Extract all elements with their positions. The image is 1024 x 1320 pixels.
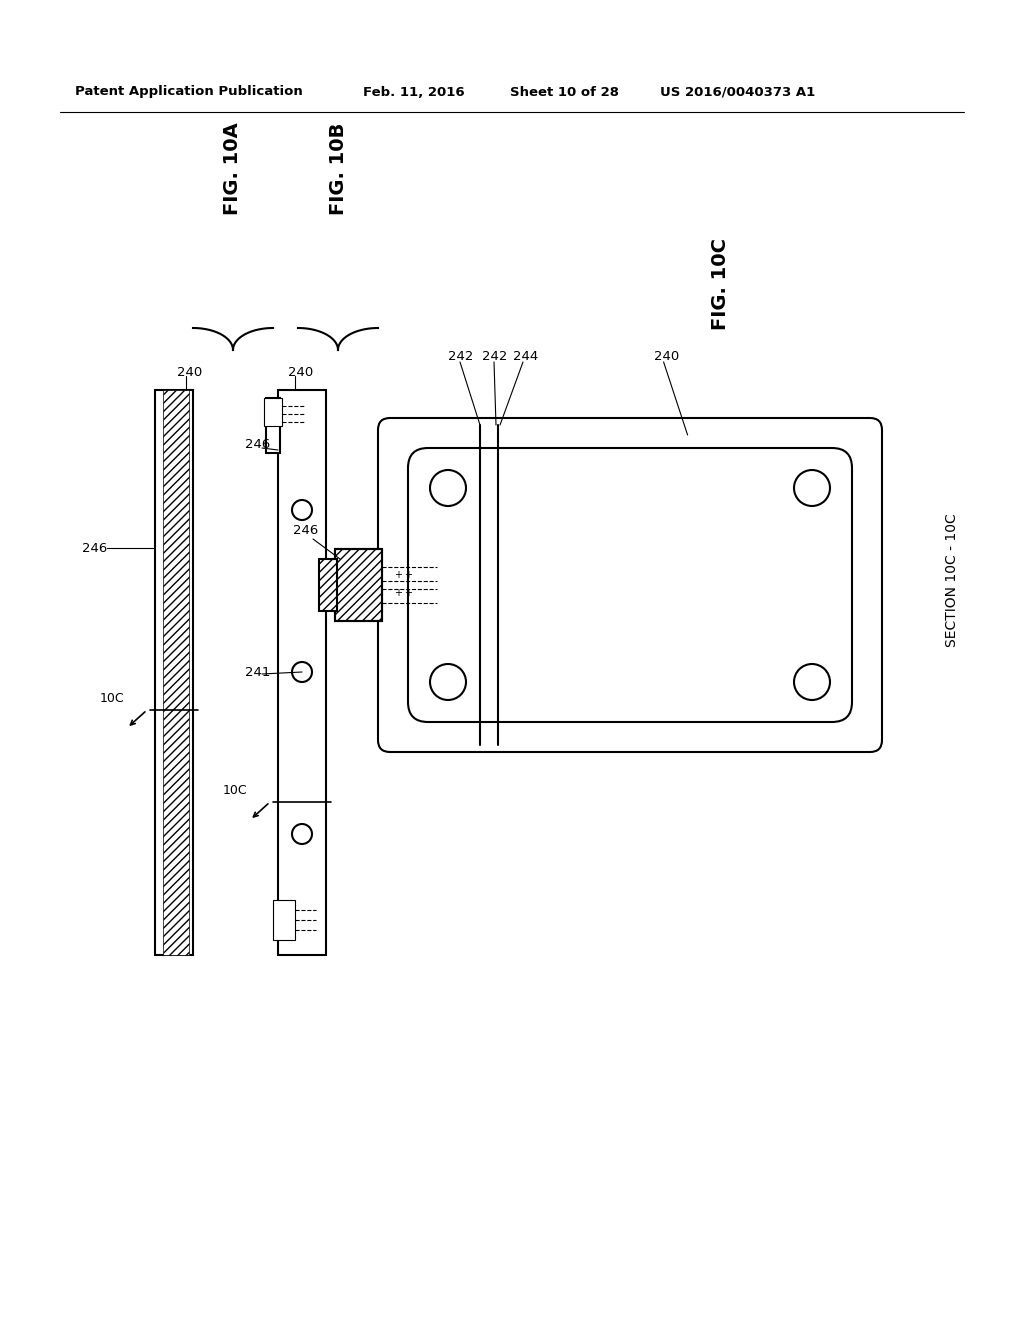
Text: 242: 242 — [482, 351, 507, 363]
Text: FIG. 10A: FIG. 10A — [222, 123, 242, 215]
Text: 240: 240 — [654, 351, 679, 363]
Bar — [278, 389, 326, 954]
Text: 240: 240 — [288, 367, 313, 380]
Text: FIG. 10B: FIG. 10B — [329, 123, 347, 215]
FancyBboxPatch shape — [378, 418, 882, 752]
Text: 244: 244 — [513, 351, 539, 363]
Circle shape — [794, 664, 830, 700]
Text: SECTION 10C - 10C: SECTION 10C - 10C — [945, 513, 959, 647]
Circle shape — [794, 470, 830, 506]
Circle shape — [292, 663, 312, 682]
Text: 246: 246 — [293, 524, 318, 537]
Text: 246: 246 — [245, 438, 270, 451]
Text: 246: 246 — [82, 541, 108, 554]
Text: 10C: 10C — [100, 692, 125, 705]
Text: +: + — [394, 587, 402, 598]
Text: Feb. 11, 2016: Feb. 11, 2016 — [362, 86, 465, 99]
Text: +: + — [404, 570, 412, 579]
Text: 10C: 10C — [223, 784, 248, 796]
Bar — [335, 549, 382, 620]
Bar — [163, 389, 189, 954]
Bar — [264, 399, 282, 426]
Bar — [319, 558, 337, 611]
Text: Patent Application Publication: Patent Application Publication — [75, 86, 303, 99]
Text: US 2016/0040373 A1: US 2016/0040373 A1 — [660, 86, 815, 99]
Circle shape — [292, 500, 312, 520]
Text: FIG. 10C: FIG. 10C — [711, 238, 729, 330]
Text: 240: 240 — [177, 367, 203, 380]
FancyBboxPatch shape — [408, 447, 852, 722]
Text: 241: 241 — [245, 665, 270, 678]
Circle shape — [292, 824, 312, 843]
Bar — [155, 389, 193, 954]
Text: +: + — [394, 570, 402, 579]
Bar — [335, 549, 382, 620]
Circle shape — [430, 470, 466, 506]
Bar — [319, 558, 337, 611]
Bar — [266, 399, 280, 453]
Circle shape — [430, 664, 466, 700]
Bar — [273, 900, 295, 940]
Text: Sheet 10 of 28: Sheet 10 of 28 — [510, 86, 618, 99]
Text: 242: 242 — [449, 351, 473, 363]
Text: +: + — [404, 587, 412, 598]
